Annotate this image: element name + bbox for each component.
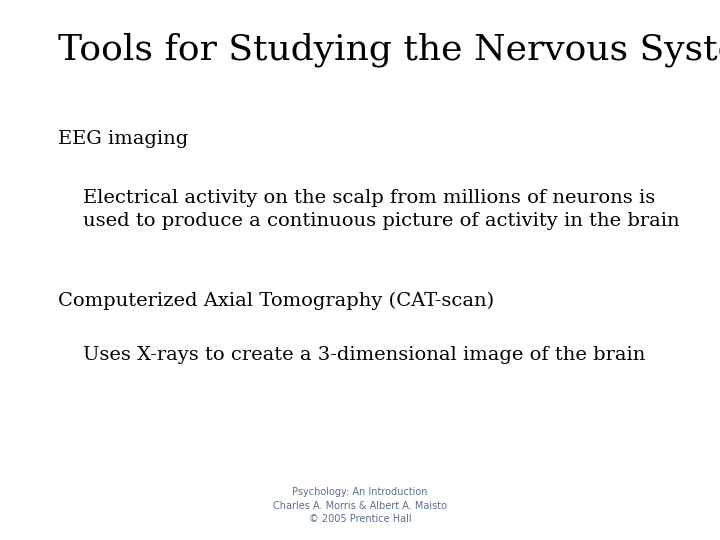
Text: Psychology: An Introduction
Charles A. Morris & Albert A. Maisto
© 2005 Prentice: Psychology: An Introduction Charles A. M…	[273, 488, 447, 524]
Text: EEG imaging: EEG imaging	[58, 130, 188, 147]
Text: Tools for Studying the Nervous System: Tools for Studying the Nervous System	[58, 32, 720, 67]
Text: Computerized Axial Tomography (CAT-scan): Computerized Axial Tomography (CAT-scan)	[58, 292, 494, 310]
Text: Electrical activity on the scalp from millions of neurons is
used to produce a c: Electrical activity on the scalp from mi…	[83, 189, 680, 230]
Text: Uses X-rays to create a 3-dimensional image of the brain: Uses X-rays to create a 3-dimensional im…	[83, 346, 645, 363]
